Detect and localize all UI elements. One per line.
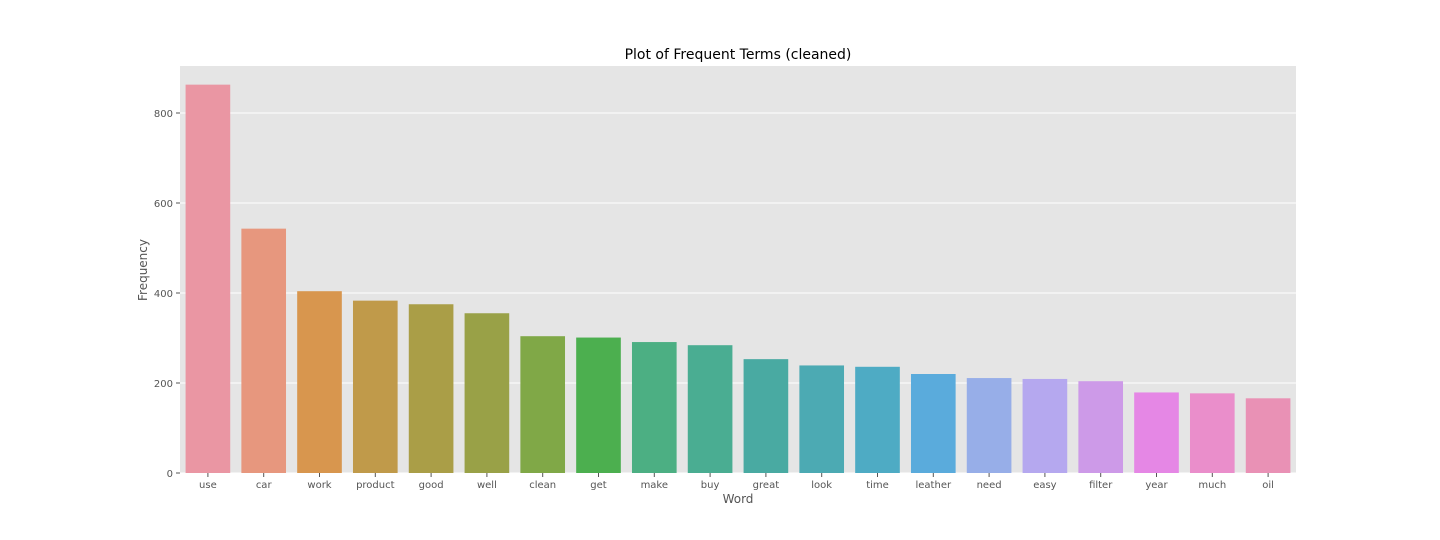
x-tick-label-filter: filter (1089, 480, 1113, 491)
bar-good (408, 304, 454, 473)
bar-need (966, 378, 1012, 473)
bar-filter (1078, 381, 1124, 473)
chart-title: Plot of Frequent Terms (cleaned) (625, 47, 852, 63)
x-tick-label-use: use (199, 480, 217, 491)
bar-year (1134, 392, 1179, 473)
y-tick-label: 200 (154, 379, 173, 390)
y-axis-ticks: 0 200 400 600 800 (154, 109, 180, 480)
plot-area (180, 66, 1296, 473)
bar-product (352, 300, 398, 473)
x-tick-label-much: much (1198, 480, 1226, 491)
bar-oil (1245, 398, 1291, 473)
x-tick-label-look: look (811, 480, 832, 491)
x-tick-label-work: work (307, 480, 331, 491)
bar-great (743, 359, 789, 473)
x-tick-label-time: time (866, 480, 889, 491)
x-tick-label-good: good (419, 480, 444, 491)
x-tick-label-car: car (256, 480, 273, 491)
y-tick-label: 800 (154, 109, 173, 120)
x-tick-label-well: well (477, 480, 497, 491)
x-tick-label-product: product (356, 480, 395, 491)
bar-clean (520, 336, 566, 473)
bar-buy (687, 345, 733, 473)
x-tick-label-great: great (753, 480, 780, 491)
bar-look (799, 365, 845, 473)
x-tick-label-year: year (1145, 480, 1168, 491)
bar-time (855, 366, 900, 473)
bar-car (241, 228, 287, 473)
bar-use (185, 84, 231, 474)
x-tick-label-make: make (641, 480, 668, 491)
x-tick-label-easy: easy (1033, 480, 1056, 491)
y-tick-label: 400 (154, 289, 173, 300)
x-tick-label-leather: leather (916, 480, 952, 491)
bar-easy (1022, 378, 1068, 473)
y-axis-label: Frequency (136, 239, 150, 301)
x-tick-label-get: get (590, 480, 607, 491)
x-axis-ticks: use car work product good well clean get make buy… (199, 473, 1274, 491)
bar-well (464, 313, 510, 473)
y-tick-label: 0 (167, 469, 173, 480)
bar-make (631, 342, 677, 473)
bar-much (1189, 393, 1235, 473)
x-tick-label-oil: oil (1262, 480, 1274, 491)
bar-get (576, 337, 621, 473)
x-axis-label: Word (723, 492, 754, 506)
bars (185, 84, 1291, 474)
bar-work (297, 291, 342, 473)
x-tick-label-buy: buy (701, 480, 720, 491)
x-tick-label-clean: clean (529, 480, 556, 491)
bar-leather (910, 374, 956, 473)
x-tick-label-need: need (977, 480, 1002, 491)
y-tick-label: 600 (154, 199, 173, 210)
